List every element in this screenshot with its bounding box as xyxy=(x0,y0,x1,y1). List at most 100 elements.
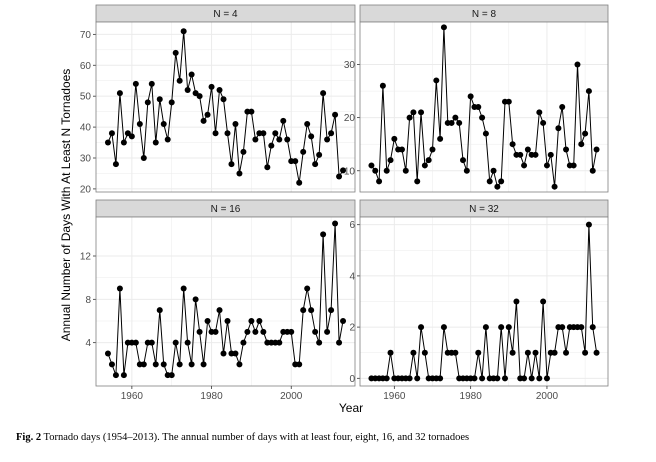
data-point xyxy=(184,339,191,346)
y-tick-label: 10 xyxy=(344,166,356,177)
data-point xyxy=(316,151,323,158)
data-point xyxy=(383,167,390,174)
x-axis-title: Year xyxy=(339,401,363,415)
data-point xyxy=(425,157,432,164)
data-point xyxy=(308,307,315,314)
strip-label: N = 16 xyxy=(211,204,241,215)
panel-border xyxy=(359,216,609,387)
data-point xyxy=(578,141,585,148)
data-point xyxy=(256,318,263,324)
data-point xyxy=(414,375,421,382)
data-point xyxy=(475,104,482,110)
x-tick-label: 2000 xyxy=(280,391,303,402)
y-tick-label: 2 xyxy=(349,323,355,334)
data-point xyxy=(467,93,474,100)
data-point xyxy=(547,151,554,158)
data-point xyxy=(475,349,482,356)
data-point xyxy=(505,98,512,105)
data-point xyxy=(148,339,155,346)
data-point xyxy=(532,151,539,158)
data-point xyxy=(212,130,219,137)
data-point xyxy=(216,307,223,314)
data-point xyxy=(148,80,155,87)
x-axis-bottom-right: 1960 1980 2000 xyxy=(383,386,559,402)
y-tick-label: 30 xyxy=(80,154,92,165)
data-point xyxy=(559,324,566,331)
data-point xyxy=(160,121,167,127)
strip-label: N = 4 xyxy=(213,9,238,20)
data-point xyxy=(200,117,207,124)
data-point xyxy=(120,372,127,379)
data-point xyxy=(112,161,119,168)
data-point xyxy=(180,28,187,35)
data-point xyxy=(574,61,581,68)
data-point xyxy=(414,178,421,185)
data-point xyxy=(328,130,335,137)
data-point xyxy=(244,328,251,335)
data-point xyxy=(379,82,386,89)
data-point xyxy=(260,130,267,137)
data-point xyxy=(517,151,524,158)
data-point xyxy=(448,119,455,126)
strip-label: N = 8 xyxy=(472,9,497,20)
data-point xyxy=(582,349,589,356)
data-point xyxy=(116,285,123,292)
data-point xyxy=(296,179,303,186)
data-point xyxy=(212,328,219,335)
y-axis-title: Annual Number of Days With At Least N To… xyxy=(59,69,73,342)
data-point xyxy=(471,375,478,382)
data-point xyxy=(563,349,570,356)
data-point xyxy=(180,285,187,292)
data-point xyxy=(128,133,135,140)
data-point xyxy=(336,173,343,180)
data-point xyxy=(304,121,311,127)
data-point xyxy=(316,339,323,346)
x-tick-label: 1980 xyxy=(200,391,223,402)
data-point xyxy=(494,183,501,190)
data-point xyxy=(570,162,577,169)
data-point xyxy=(140,155,147,161)
data-point xyxy=(200,361,207,368)
data-point xyxy=(509,141,516,148)
data-point xyxy=(272,130,279,137)
data-point xyxy=(172,49,179,56)
data-point xyxy=(524,146,531,153)
data-point xyxy=(220,96,227,103)
data-point xyxy=(204,318,211,324)
data-point xyxy=(452,349,459,356)
data-point xyxy=(479,114,486,121)
data-point xyxy=(433,77,440,84)
y-tick-label: 6 xyxy=(349,220,355,231)
data-point xyxy=(421,349,428,356)
data-point xyxy=(406,114,413,121)
data-point xyxy=(440,324,447,331)
data-point xyxy=(324,328,331,335)
data-point xyxy=(132,80,139,87)
data-point xyxy=(168,99,175,106)
x-tick-label: 1960 xyxy=(121,391,144,402)
data-point xyxy=(288,328,295,335)
data-point xyxy=(536,375,543,382)
data-point xyxy=(340,167,347,174)
data-point xyxy=(276,136,283,143)
y-tick-label: 40 xyxy=(80,123,92,134)
data-point xyxy=(410,349,417,356)
data-point xyxy=(521,375,528,382)
data-point xyxy=(300,307,307,314)
y-tick-label: 50 xyxy=(80,92,92,103)
data-point xyxy=(585,88,592,95)
data-point xyxy=(372,167,379,174)
data-point xyxy=(312,161,319,168)
data-point xyxy=(593,349,600,356)
data-point xyxy=(528,375,535,382)
y-tick-label: 30 xyxy=(344,60,356,71)
data-point xyxy=(494,375,501,382)
panel-n-16: N = 16 4 8 12 xyxy=(80,199,356,387)
data-point xyxy=(460,157,467,164)
data-point xyxy=(252,136,259,143)
data-point xyxy=(268,142,275,149)
data-point xyxy=(120,139,127,146)
data-point xyxy=(192,296,199,303)
data-point xyxy=(402,167,409,174)
